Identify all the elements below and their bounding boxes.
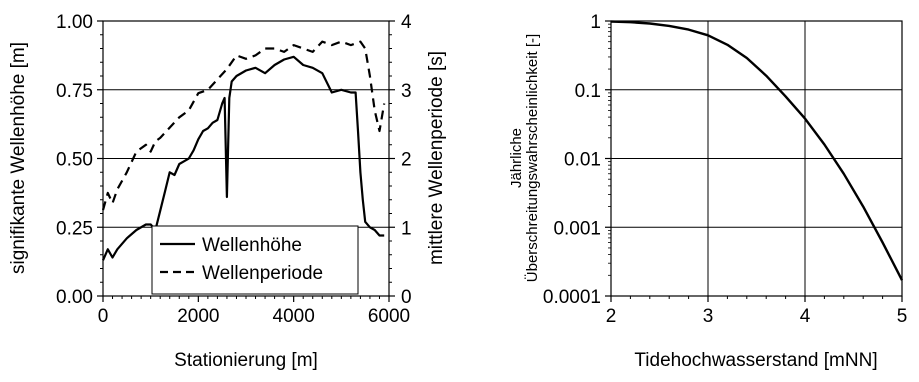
x-ticks-2: 2 3 4 5 (606, 296, 908, 327)
y-tick-label-2: 0.1 (575, 81, 601, 102)
chart-wave-height: 0.00 0.25 0.50 0.75 1.00 0 1 2 3 4 0 2000 4000 6000… (8, 12, 447, 371)
chart-exceedance-probability: 1 0.1 0.01 0.001 0.0001 2 3 4 5 Tidehochwassers… (508, 12, 907, 371)
y-right-tick-label: 0 (401, 287, 412, 308)
y-right-tick-label: 1 (401, 218, 412, 239)
y-left-tick-label: 0.75 (56, 81, 93, 102)
left-gridlines (103, 89, 389, 228)
y-right-tick-label: 4 (401, 12, 412, 33)
y-left-tick-label: 0.50 (56, 150, 93, 171)
legend-box (151, 225, 359, 295)
x-tick-label-2: 3 (703, 306, 714, 327)
x-ticks: 0 2000 4000 6000 (98, 296, 410, 327)
y-left-tick-label: 0.25 (56, 218, 93, 239)
x-tick-label: 2000 (177, 306, 219, 327)
x-tick-label-2: 5 (897, 306, 908, 327)
legend-label-wellenperiode: Wellenperiode (202, 263, 323, 284)
series-line-wellenperiode (101, 40, 386, 211)
y-left-tick-label: 0.00 (56, 287, 93, 308)
y-tick-label-2: 0.0001 (543, 287, 601, 308)
x-tick-label: 6000 (368, 306, 410, 327)
y-tick-label-2: 0.001 (553, 218, 601, 239)
y-right-ticks: 0 1 2 3 4 (389, 12, 412, 308)
y-left-tick-label: 1.00 (56, 12, 93, 33)
y-axis-title-line2: Überschreitungswahrscheinlichkeit [-] (523, 34, 541, 282)
right-gridlines (611, 21, 902, 296)
y-tick-label-2: 1 (590, 12, 601, 33)
y-tick-label-2: 0.01 (564, 150, 601, 171)
y-right-tick-label: 2 (401, 150, 412, 171)
y-left-axis-title: signifikante Wellenhöhe [m] (8, 42, 29, 274)
series-line-exceedance (610, 20, 904, 281)
y-axis-title-line1: Jährliche (508, 128, 525, 188)
series-lines-2 (610, 20, 904, 281)
x-axis-title-2: Tidehochwasserstand [mNN] (634, 350, 877, 371)
x-tick-label-2: 2 (606, 306, 617, 327)
legend: Wellenhöhe Wellenperiode (151, 225, 359, 295)
y-left-ticks: 0.00 0.25 0.50 0.75 1.00 (56, 12, 103, 308)
x-tick-label: 0 (98, 306, 109, 327)
x-tick-label-2: 4 (800, 306, 811, 327)
legend-label-wellenhoehe: Wellenhöhe (202, 235, 302, 256)
y-log-ticks: 1 0.1 0.01 0.001 0.0001 (543, 12, 611, 308)
y-right-axis-title: mittlere Wellenperiode [s] (426, 51, 447, 265)
x-axis-title: Stationierung [m] (174, 350, 318, 371)
x-tick-label: 4000 (273, 306, 315, 327)
y-right-tick-label: 3 (401, 81, 412, 102)
